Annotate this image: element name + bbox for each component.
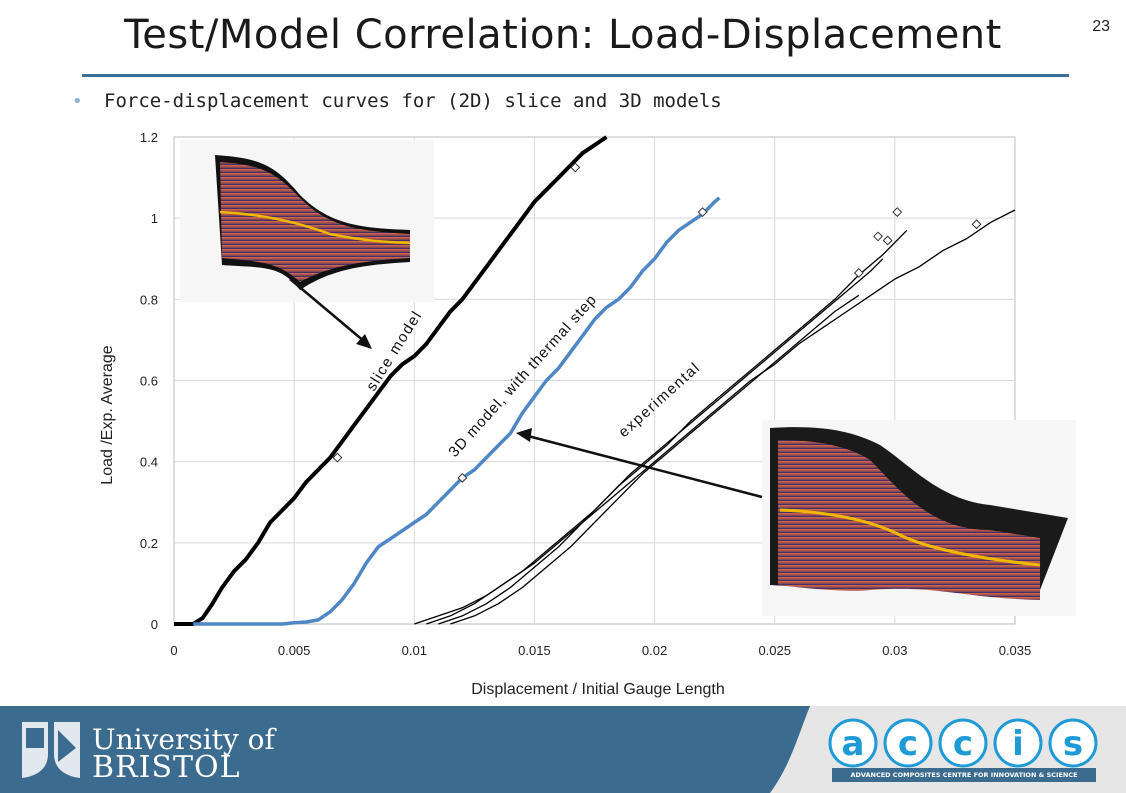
slide-title: Test/Model Correlation: Load-Displacemen… — [124, 12, 1002, 58]
series-marker — [457, 472, 468, 483]
y-tick-label: 1.2 — [140, 130, 158, 145]
university-name-line2: BRISTOL — [92, 750, 241, 785]
university-crest-icon — [22, 722, 80, 778]
series-line-5 — [438, 258, 884, 625]
series-line-1 — [174, 135, 608, 626]
series-marker — [873, 231, 883, 242]
y-axis-label: Load /Exp. Average — [99, 345, 116, 484]
title-divider — [82, 74, 1069, 77]
accis-letter-circle — [883, 718, 933, 768]
series-marker — [882, 235, 893, 246]
series-line-2 — [193, 196, 721, 626]
x-tick-label: 0.035 — [999, 643, 1032, 658]
accis-tagline: ADVANCED COMPOSITES CENTRE FOR INNOVATIO… — [832, 768, 1096, 782]
series-line-4 — [426, 229, 908, 625]
load-displacement-chart: 0 0.005 0.01 0.015 0.02 0.025 0.03 0.035 0 0.2 0.4… — [99, 130, 1076, 698]
series-marker — [570, 162, 581, 173]
slice-model-inset — [180, 140, 434, 302]
accis-letter: i — [1012, 724, 1024, 764]
x-tick-label: 0.015 — [518, 643, 551, 658]
annotation-arrows — [289, 278, 763, 499]
x-tick-label: 0.01 — [402, 643, 427, 658]
x-tick-label: 0.02 — [642, 643, 667, 658]
university-name-line1: University of — [92, 723, 275, 756]
series-marker — [332, 452, 343, 463]
series-marker — [892, 207, 903, 218]
series-marker — [971, 219, 982, 230]
y-tick-label: 0.2 — [140, 536, 158, 551]
annotation-slice-model: slice model — [363, 307, 426, 394]
accis-letter-circle — [993, 718, 1043, 768]
series-marker — [697, 207, 708, 218]
accis-letter-circle — [1048, 718, 1098, 768]
y-tick-label: 1 — [151, 211, 158, 226]
page-number: 23 — [1092, 18, 1110, 35]
series-line-6 — [450, 294, 860, 625]
accis-letter: c — [898, 724, 918, 764]
accis-letter: s — [1063, 724, 1083, 764]
accis-letter-circle — [828, 718, 878, 768]
x-tick-label: 0.005 — [278, 643, 311, 658]
y-tick-label: 0 — [151, 617, 158, 632]
x-tick-label: 0 — [170, 643, 177, 658]
accis-letter: c — [953, 724, 973, 764]
axes: 0 0.005 0.01 0.015 0.02 0.025 0.03 0.035 0 0.2 0.4… — [140, 130, 1031, 658]
bullet-text: Force-displacement curves for (2D) slice… — [104, 90, 722, 112]
series-layer — [174, 135, 1016, 626]
x-axis-label: Displacement / Initial Gauge Length — [471, 681, 724, 698]
accis-letter: a — [842, 724, 865, 764]
x-tick-label: 0.025 — [758, 643, 791, 658]
grid-lines — [173, 136, 1016, 625]
marker-layer — [332, 162, 982, 483]
bullet-icon: • — [72, 91, 83, 112]
series-marker — [853, 268, 864, 278]
y-tick-label: 0.4 — [140, 455, 158, 470]
3d-model-inset — [762, 420, 1076, 616]
x-tick-label: 0.03 — [882, 643, 907, 658]
y-tick-label: 0.8 — [140, 292, 158, 307]
accis-letter-circle — [938, 718, 988, 768]
annotation-experimental: experimental — [615, 359, 704, 441]
y-tick-label: 0.6 — [140, 374, 158, 389]
